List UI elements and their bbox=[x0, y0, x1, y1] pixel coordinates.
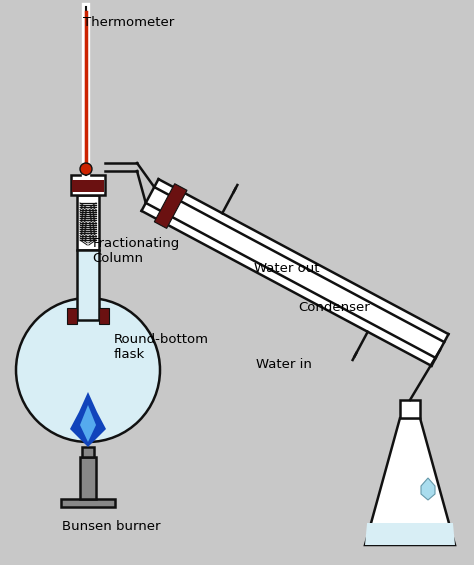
Bar bbox=[400, 400, 420, 418]
Bar bbox=[82, 447, 94, 457]
Polygon shape bbox=[365, 418, 455, 545]
Text: Round-bottom
flask: Round-bottom flask bbox=[114, 333, 209, 362]
Text: Bunsen burner: Bunsen burner bbox=[62, 520, 160, 533]
Circle shape bbox=[80, 163, 92, 175]
Bar bbox=[67, 307, 77, 324]
Text: Condenser: Condenser bbox=[299, 301, 370, 315]
Text: Thermometer: Thermometer bbox=[83, 16, 174, 29]
Bar bbox=[80, 457, 96, 499]
Polygon shape bbox=[421, 478, 435, 500]
Circle shape bbox=[16, 298, 160, 442]
Bar bbox=[77, 195, 99, 250]
Polygon shape bbox=[155, 184, 187, 228]
Bar bbox=[71, 175, 105, 195]
Polygon shape bbox=[142, 179, 448, 366]
Bar bbox=[77, 250, 99, 320]
Polygon shape bbox=[70, 392, 106, 447]
Bar bbox=[72, 180, 104, 192]
Bar bbox=[99, 307, 109, 324]
Text: Fractionating
Column: Fractionating Column bbox=[92, 237, 180, 266]
Polygon shape bbox=[80, 405, 96, 442]
Polygon shape bbox=[365, 523, 455, 545]
Text: Water out: Water out bbox=[254, 262, 319, 275]
Text: Water in: Water in bbox=[256, 358, 312, 371]
Bar bbox=[61, 499, 115, 507]
